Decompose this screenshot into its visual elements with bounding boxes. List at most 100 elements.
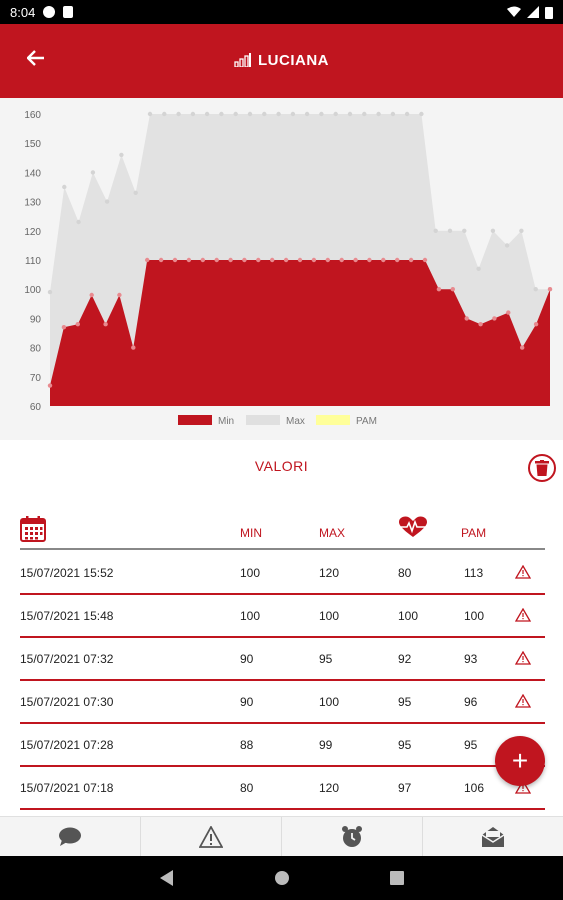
- max-series-area-point: [233, 111, 238, 117]
- min-series-area-point: [381, 257, 386, 263]
- min-series-area-point: [422, 257, 428, 263]
- min-series-area-point: [450, 287, 455, 292]
- min-series-area-point: [103, 322, 108, 327]
- delete-button[interactable]: [528, 454, 556, 482]
- back-button[interactable]: [22, 44, 50, 72]
- warning-icon[interactable]: [515, 694, 531, 708]
- nav-back-icon[interactable]: [159, 870, 174, 886]
- pressure-chart: 60 70 80 90 100 110 120 130 140 150 160 Min Max PAM: [0, 98, 563, 440]
- row-min: 90: [240, 652, 254, 666]
- min-series-area: [50, 260, 550, 406]
- add-measurement-button[interactable]: +: [495, 736, 545, 786]
- y-tick-label: 140: [24, 168, 41, 179]
- y-tick-label: 70: [30, 373, 42, 384]
- row-heart-rate: 95: [398, 738, 412, 752]
- min-series-area-point: [520, 345, 525, 350]
- min-series-area-point: [61, 325, 67, 330]
- min-series-area-point: [478, 322, 483, 327]
- values-section: VALORI MIN MAX PAM 15/07/2021 15:52 100: [0, 440, 563, 816]
- table-row[interactable]: 15/07/2021 07:28 88 99 95 95: [20, 724, 545, 767]
- table-row[interactable]: 15/07/2021 07:18 80 120 97 106: [20, 767, 545, 810]
- min-series-area-point: [75, 322, 81, 327]
- patient-name: LUCIANA: [258, 51, 329, 69]
- min-series-area-point: [325, 257, 330, 263]
- min-series-area-point: [158, 257, 164, 263]
- y-tick-label: 90: [30, 314, 42, 325]
- nav-reminders[interactable]: [282, 817, 423, 856]
- max-series-area-point: [219, 111, 224, 117]
- max-series-area-point: [433, 228, 438, 233]
- row-min: 90: [240, 695, 254, 709]
- nav-mail[interactable]: [423, 817, 563, 856]
- table-header: MIN MAX PAM: [20, 512, 545, 550]
- app-bar: LUCIANA: [0, 24, 563, 98]
- y-tick-label: 130: [24, 198, 41, 209]
- heart-rate-icon: [398, 516, 428, 537]
- max-series-area-point: [533, 287, 538, 292]
- row-pam: 106: [464, 781, 485, 795]
- row-max: 99: [319, 738, 333, 752]
- signal-icon: [527, 6, 539, 18]
- max-series-area-point: [90, 170, 96, 175]
- legend-swatch: [246, 415, 280, 425]
- table-row[interactable]: 15/07/2021 15:52 100 120 80 113: [20, 552, 545, 595]
- min-series-area-point: [492, 316, 497, 321]
- table-row[interactable]: 15/07/2021 15:48 100 100 100 100: [20, 595, 545, 638]
- min-series-area-point: [408, 257, 414, 263]
- nav-home-icon[interactable]: [274, 870, 290, 886]
- y-tick-label: 80: [30, 344, 42, 355]
- warning-icon[interactable]: [515, 608, 531, 622]
- max-series-area-point: [447, 228, 453, 233]
- y-tick-label: 100: [24, 285, 41, 296]
- legend-label: Max: [286, 416, 305, 427]
- min-series-area-point: [395, 257, 400, 263]
- legend-swatch: [316, 415, 350, 425]
- table-row[interactable]: 15/07/2021 07:30 90 100 95 96: [20, 681, 545, 724]
- min-series-area-point: [270, 257, 275, 263]
- max-series-area-point: [62, 184, 67, 190]
- nav-alerts[interactable]: [141, 817, 282, 856]
- envelope-icon: [481, 826, 505, 847]
- min-series-area-point: [464, 316, 469, 321]
- legend-swatch: [178, 415, 212, 425]
- nav-recents-icon[interactable]: [389, 871, 404, 885]
- row-date: 15/07/2021 15:52: [20, 566, 114, 580]
- row-max: 95: [319, 652, 333, 666]
- row-pam: 96: [464, 695, 478, 709]
- row-max: 100: [319, 695, 340, 709]
- warning-icon[interactable]: [515, 651, 531, 665]
- y-tick-label: 120: [24, 227, 41, 238]
- min-series-area-point: [547, 287, 553, 292]
- calendar-icon: [20, 516, 46, 542]
- min-series-area-point: [353, 257, 358, 263]
- min-series-area-point: [436, 287, 442, 292]
- y-tick-label: 160: [24, 110, 41, 121]
- row-pam: 113: [464, 566, 484, 580]
- row-date: 15/07/2021 15:48: [20, 609, 114, 623]
- warning-icon[interactable]: [515, 780, 531, 794]
- max-series-area-point: [176, 111, 181, 117]
- row-max: 120: [319, 781, 340, 795]
- legend-label: Min: [218, 416, 234, 427]
- nav-messages[interactable]: [0, 817, 141, 856]
- min-series-area-point: [47, 383, 53, 388]
- min-series-area-point: [283, 257, 289, 263]
- min-series-area-point: [242, 257, 247, 263]
- max-series-area-point: [333, 111, 338, 117]
- max-series-area-point: [262, 111, 267, 117]
- row-min: 100: [240, 566, 261, 580]
- max-series-area-point: [204, 111, 210, 117]
- max-series-area-point: [319, 111, 324, 117]
- min-series-area-point: [367, 257, 372, 263]
- chat-bubble-icon: [59, 827, 81, 846]
- bottom-navigation: [0, 816, 563, 856]
- arrow-back-icon: [27, 50, 44, 66]
- table-row[interactable]: 15/07/2021 07:32 90 95 92 93: [20, 638, 545, 681]
- values-title: VALORI: [254, 458, 309, 474]
- row-max: 100: [319, 609, 340, 623]
- warning-icon[interactable]: [515, 565, 531, 579]
- min-series-area-point: [172, 257, 178, 263]
- plus-icon: +: [511, 745, 529, 776]
- min-series-area-point: [214, 257, 219, 263]
- min-series-area-point: [256, 257, 261, 263]
